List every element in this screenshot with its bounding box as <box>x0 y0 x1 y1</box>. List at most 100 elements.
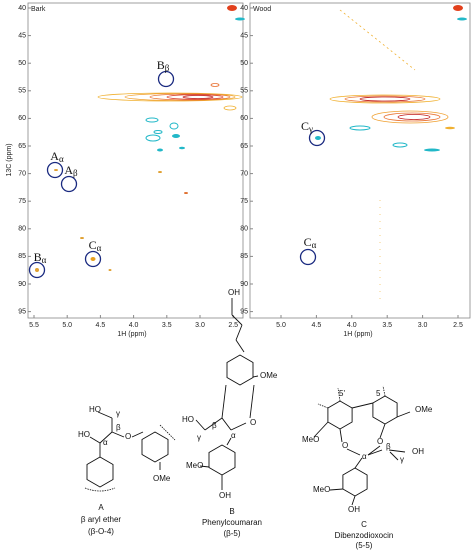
atom-label: α <box>231 431 236 440</box>
x-tick-label: 5.0 <box>276 322 286 329</box>
y-tick-label: 65 <box>18 143 26 150</box>
bond <box>89 436 101 444</box>
structure-linkage: (5-5) <box>356 541 373 550</box>
bond <box>329 488 344 491</box>
annotation-circle <box>60 175 78 193</box>
atom-label: OMe <box>260 371 278 380</box>
x-tick-label: 2.5 <box>228 322 238 329</box>
y-tick-label: 65 <box>240 143 248 150</box>
annotation-label: Cα <box>89 238 102 253</box>
annotation-label: Aβ <box>64 163 78 178</box>
atom-label: α <box>362 452 367 461</box>
annotation-circle <box>299 248 317 266</box>
bond <box>354 457 363 469</box>
atom-label: O <box>250 418 256 427</box>
y-tick-label: 95 <box>240 308 248 315</box>
structure-a-atoms: HO γ β HO α O OMe <box>78 405 171 483</box>
annotation-label: Bα <box>34 250 47 265</box>
panel-name: Wood <box>253 6 271 13</box>
bond <box>195 419 206 431</box>
wavy-bond <box>317 385 386 409</box>
bond <box>235 339 245 353</box>
atom-label: HO <box>182 415 194 424</box>
wavy-bond <box>159 424 176 441</box>
y-tick-label: 60 <box>18 115 26 122</box>
bond <box>351 495 356 506</box>
annotation-sub: α <box>97 243 102 253</box>
atom-label: MeO <box>186 461 203 470</box>
bond <box>339 428 343 443</box>
y-tick-label: 50 <box>18 60 26 67</box>
structure-linkage: (β-5) <box>223 529 240 538</box>
ring <box>372 395 398 425</box>
y-tick-label: 40 <box>240 5 248 12</box>
ring <box>86 456 114 488</box>
atom-label: HO <box>78 430 90 439</box>
x-axis-label: 1H (ppm) <box>117 331 146 338</box>
structure-letter: C <box>361 520 367 529</box>
y-tick-label: 55 <box>18 88 26 95</box>
bond <box>252 375 259 378</box>
atom-label: β <box>212 421 217 430</box>
atom-label: 5 <box>376 389 381 398</box>
atom-label: γ <box>400 455 404 464</box>
ring <box>226 354 254 386</box>
y-tick-label: 45 <box>240 32 248 39</box>
bond <box>230 422 247 431</box>
x-tick-label: 3.0 <box>418 322 428 329</box>
bond <box>99 431 113 444</box>
panel-name: Bark <box>31 6 46 13</box>
bond <box>367 449 383 456</box>
wavy-bond <box>84 487 116 492</box>
x-axis-label: 1H (ppm) <box>343 331 372 338</box>
structure-name: β aryl ether <box>81 515 122 524</box>
annotation-sub: α <box>42 255 47 265</box>
atom-label: β <box>386 442 391 451</box>
ring <box>141 431 169 463</box>
annotation-label: Cα <box>304 235 317 250</box>
bond <box>226 437 232 446</box>
structure-name: Phenylcoumaran <box>202 518 262 527</box>
bond <box>379 423 386 439</box>
atom-label: OH <box>228 288 240 297</box>
bond <box>111 431 125 438</box>
x-tick-label: 4.0 <box>129 322 139 329</box>
bark-contours <box>35 5 245 272</box>
atom-label: MeO <box>302 435 319 444</box>
x-tick-label: 3.0 <box>195 322 205 329</box>
atom-label: β <box>116 423 121 432</box>
y-tick-label: 55 <box>240 88 248 95</box>
annotation-label: Bβ <box>157 58 170 73</box>
annotation-circle <box>308 129 326 147</box>
annotation-letter: C <box>301 119 309 133</box>
y-tick-label: 85 <box>240 253 248 260</box>
annotation-sub: β <box>73 168 78 178</box>
y-tick-label: 80 <box>18 226 26 233</box>
bond <box>235 324 243 341</box>
annotation-circle <box>46 161 64 179</box>
bond <box>97 411 113 419</box>
atom-label: O <box>342 441 348 450</box>
annotation-sub: α <box>312 240 317 250</box>
bond <box>131 431 144 438</box>
x-tick-label: 5.5 <box>29 322 39 329</box>
atom-label: MeO <box>313 485 330 494</box>
bond <box>351 402 374 409</box>
y-tick-label: 90 <box>240 281 248 288</box>
x-tick-label: 4.5 <box>96 322 106 329</box>
bond <box>231 314 243 326</box>
y-tick-label: 80 <box>240 226 248 233</box>
atom-label: HO <box>89 405 101 414</box>
bond <box>388 449 406 453</box>
structure-b-atoms: OH OMe HO γ β O α MeO OH <box>182 288 278 500</box>
y-tick-label: 50 <box>240 60 248 67</box>
annotation-circle <box>84 250 102 268</box>
bond <box>221 417 232 431</box>
y-tick-label: 45 <box>18 32 26 39</box>
annotation-sub: β <box>165 63 170 73</box>
annotation-sub: γ <box>308 124 313 134</box>
y-axis-label: 13C (ppm) <box>6 143 13 176</box>
bond <box>199 465 210 468</box>
annotation-letter: A <box>64 163 73 177</box>
